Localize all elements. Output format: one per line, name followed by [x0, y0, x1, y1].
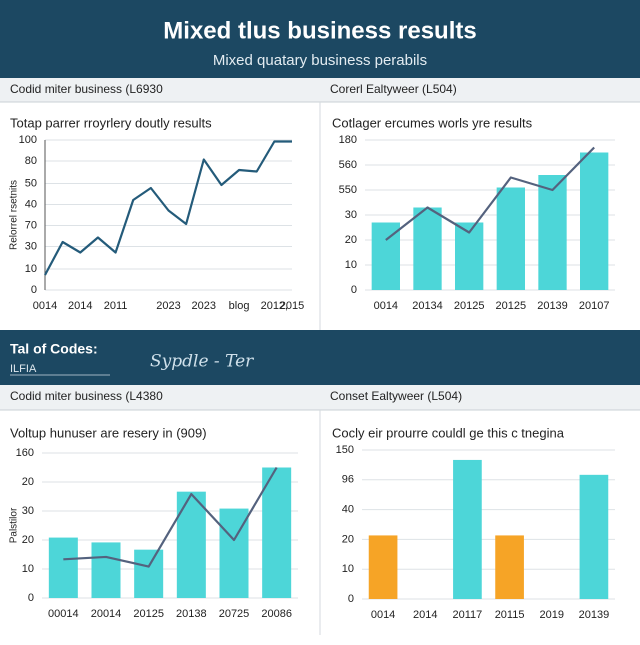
bar: [455, 222, 484, 290]
x-tick-label: 20086: [261, 608, 292, 620]
bar: [48, 537, 78, 598]
header-bg: [0, 0, 640, 78]
y-tick-label: 30: [345, 209, 357, 221]
y-tick-label: 96: [342, 474, 354, 486]
bar: [495, 535, 524, 599]
bar: [134, 549, 164, 598]
y-tick-label: 30: [22, 505, 34, 517]
y-tick-label: 180: [339, 134, 357, 146]
y-tick-label: 70: [25, 219, 37, 231]
x-tick-label: 20115: [495, 609, 525, 621]
y-tick-label: 40: [342, 504, 354, 516]
strip: [0, 385, 640, 410]
x-tick-label: 20138: [176, 608, 207, 620]
panel-header: Codid miter business (L4380: [10, 389, 163, 403]
x-tick-label: 2015: [280, 300, 304, 312]
y-tick-label: 40: [25, 198, 37, 210]
strip: [0, 78, 640, 102]
panel-header: Corerl Ealtyweer (L504): [330, 82, 457, 96]
bar: [413, 207, 442, 290]
y-tick-label: 80: [25, 155, 37, 167]
y-tick-label: 160: [16, 447, 34, 459]
x-tick-label: 20125: [454, 300, 485, 312]
y-tick-label: 560: [339, 159, 357, 171]
y-tick-label: 0: [351, 284, 357, 296]
bar: [538, 175, 567, 290]
band-bg: [0, 330, 640, 385]
y-tick-label: 20: [345, 234, 357, 246]
chart-title: Cocly eir prourre couldl ge this c tnegi…: [332, 425, 565, 440]
subtitle: Mixed quatary business perabils: [213, 52, 427, 69]
y-tick-label: 0: [31, 284, 37, 296]
y-tick-label: 550: [339, 184, 357, 196]
x-tick-label: 20107: [579, 300, 610, 312]
bar: [453, 459, 482, 599]
y-tick-label: 10: [342, 563, 354, 575]
x-tick-label: 20117: [453, 609, 483, 621]
bar: [496, 187, 525, 290]
x-tick-label: 2014: [413, 609, 437, 621]
x-tick-label: 0014: [33, 300, 57, 312]
y-tick-label: 0: [348, 593, 354, 605]
line: [63, 466, 278, 568]
x-tick-label: blog: [229, 300, 250, 312]
x-tick-label: 2014: [68, 300, 92, 312]
bar: [176, 491, 206, 598]
x-tick-label: 0014: [371, 609, 395, 621]
bar: [262, 467, 292, 598]
y-tick-label: 20: [342, 533, 354, 545]
title: Mixed tlus business results: [163, 17, 476, 44]
y-tick-label: 30: [25, 240, 37, 252]
y-tick-label: 20: [22, 534, 34, 546]
band-field: ILFIA: [10, 363, 37, 375]
x-tick-label: 00014: [48, 608, 79, 620]
x-tick-label: 2019: [540, 609, 564, 621]
x-tick-label: 2011: [104, 300, 128, 312]
panel-header: Codid miter business (L6930: [10, 82, 163, 96]
bar: [579, 474, 609, 599]
x-tick-label: 2023: [192, 300, 216, 312]
x-tick-label: 20014: [91, 608, 122, 620]
y-tick-label: 150: [336, 444, 354, 456]
x-tick-label: 20139: [537, 300, 568, 312]
bar: [368, 535, 398, 599]
chart-title: Totap parrer rroyrlery doutly results: [10, 115, 212, 130]
y-axis-label: Palstilor: [9, 507, 20, 543]
chart-title: Voltup hunuser are resery in (909): [10, 425, 207, 440]
chart-title: Cotlager ercumes worls yre results: [332, 115, 533, 130]
x-tick-label: 0014: [374, 300, 398, 312]
x-tick-label: 2012,: [261, 300, 289, 312]
y-tick-label: 50: [25, 177, 37, 189]
x-tick-label: 20125: [133, 608, 164, 620]
x-tick-label: 20725: [219, 608, 250, 620]
bar: [91, 542, 121, 598]
x-tick-label: 20139: [579, 609, 610, 621]
y-axis-label: Relorrel rsetnits: [9, 180, 20, 250]
y-tick-label: 10: [25, 263, 37, 275]
y-tick-label: 10: [22, 563, 34, 575]
band-title: Tal of Codes:: [10, 341, 98, 357]
y-tick-label: 0: [28, 592, 34, 604]
line: [44, 140, 292, 276]
y-tick-label: 100: [19, 134, 37, 146]
line: [385, 146, 595, 241]
panel-header: Conset Ealtyweer (L504): [330, 389, 462, 403]
x-tick-label: 2023: [156, 300, 180, 312]
band-note: Sypdle - Ter: [150, 352, 254, 372]
x-tick-label: 20125: [496, 300, 527, 312]
bar: [580, 152, 609, 290]
y-tick-label: 20: [22, 476, 34, 488]
x-tick-label: 20134: [412, 300, 443, 312]
y-tick-label: 10: [345, 259, 357, 271]
